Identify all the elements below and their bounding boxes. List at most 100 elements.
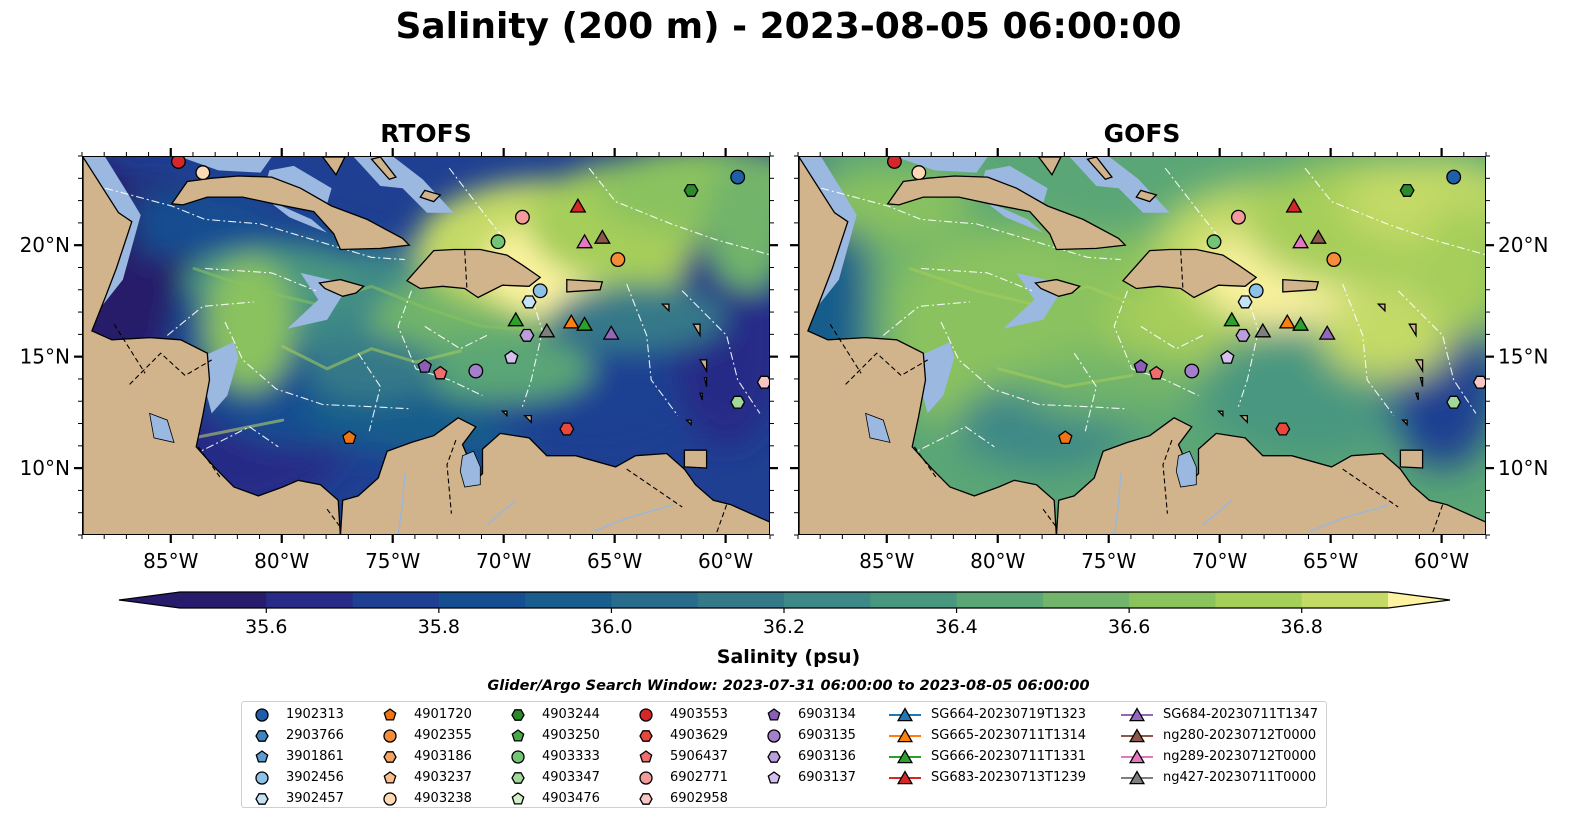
marker-3902457 (1237, 295, 1253, 309)
land (523, 414, 532, 424)
river (486, 499, 517, 526)
legend-symbol (511, 750, 525, 764)
lon-tick-label: 70°W (1192, 549, 1247, 573)
country-border (1162, 439, 1173, 514)
legend-label: 6903136 (798, 749, 856, 764)
legend-symbol (511, 709, 525, 721)
shelf (265, 165, 332, 204)
colorbar-bin (1129, 592, 1217, 608)
lon-tick-label: 80°W (970, 549, 1025, 573)
eez-boundary (1342, 283, 1395, 416)
legend-marker (383, 771, 397, 784)
land (1415, 392, 1419, 401)
land (419, 189, 442, 203)
lake (149, 412, 175, 443)
country-border (715, 504, 728, 534)
colorbar-extend-low (119, 592, 180, 608)
legend-label: 6902771 (670, 770, 728, 785)
lon-tick-label: 85°W (143, 549, 198, 573)
lon-tick-label: 75°W (1081, 549, 1136, 573)
legend-symbol (896, 749, 914, 764)
legend-label: 4903238 (414, 791, 472, 806)
land (1376, 303, 1386, 313)
land (799, 157, 1057, 534)
legend-title: Glider/Argo Search Window: 2023-07-31 06… (487, 678, 1090, 694)
marker-4902355 (1326, 252, 1342, 268)
marker-SG684-20230711T1347 (602, 325, 620, 340)
shelf (896, 157, 988, 173)
river (1309, 504, 1390, 533)
colorbar-bin (352, 592, 440, 608)
land (1121, 248, 1258, 299)
main-title: Salinity (200 m) - 2023-08-05 06:00:00 (395, 6, 1182, 47)
rtofs-map[interactable] (82, 156, 770, 535)
legend-symbol (639, 708, 653, 722)
legend-symbol (767, 708, 781, 721)
lat-tick-label-left: 10°N (20, 456, 70, 480)
marker-SG666-20230711T1331 (1292, 316, 1310, 331)
country-border (113, 323, 146, 374)
legend-label: 2903766 (286, 728, 344, 743)
river (1113, 473, 1122, 534)
eez-boundary (1164, 167, 1222, 240)
marker-6902771 (514, 209, 530, 225)
land (500, 410, 508, 418)
legend-label: 4903186 (414, 749, 472, 764)
legend-marker (639, 730, 653, 742)
legend-symbol (1128, 728, 1146, 743)
gofs-map[interactable] (798, 156, 1486, 535)
legend-label: 4903333 (542, 749, 600, 764)
legend-marker (639, 750, 653, 763)
legend-label: 6903135 (798, 728, 856, 743)
colorbar-tick-label: 36.6 (1108, 616, 1150, 638)
legend-marker (767, 708, 781, 721)
country-border (1431, 504, 1444, 534)
marker-ng280-20230712T0000 (1309, 229, 1327, 244)
lon-tick-label: 60°W (698, 549, 753, 573)
land (339, 417, 769, 534)
land (1086, 157, 1113, 181)
legend-symbol (511, 772, 525, 784)
legend-marker (383, 792, 397, 806)
lat-tick-label-right: 15°N (1498, 345, 1548, 369)
shelf (180, 157, 272, 173)
legend-symbol (639, 730, 653, 742)
legend-symbol (383, 792, 397, 806)
legend-symbol (896, 728, 914, 743)
legend-label: 4901720 (414, 707, 472, 722)
legend-marker (511, 772, 525, 784)
marker-1902313 (1446, 169, 1462, 185)
lon-tick-label: 65°W (1303, 549, 1358, 573)
legend-symbol (383, 708, 397, 721)
country-border (1342, 468, 1399, 508)
rtofs-title: RTOFS (380, 119, 472, 148)
marker-4903333 (1206, 234, 1222, 250)
eez-boundary (448, 167, 506, 240)
colorbar-bin (697, 592, 785, 608)
legend-marker (1121, 728, 1153, 743)
land (1401, 419, 1408, 427)
country-border (913, 446, 938, 479)
legend-label: ng280-20230712T0000 (1163, 728, 1317, 743)
land (1135, 189, 1158, 203)
lon-tick-label: 70°W (476, 549, 531, 573)
legend-symbol (511, 729, 525, 742)
colorbar-tick-label: 36.2 (763, 616, 805, 638)
marker-SG666-20230711T1331 (576, 316, 594, 331)
eez-boundary (1073, 352, 1097, 432)
legend-label: SG683-20230713T1239 (931, 770, 1087, 785)
country-border (446, 439, 457, 514)
eez-boundary (588, 167, 769, 256)
marker-3902456 (532, 283, 548, 299)
legend-marker (639, 708, 653, 722)
colorbar-bin (1215, 592, 1303, 608)
lat-tick-label-left: 15°N (20, 345, 70, 369)
legend-label: ng427-20230711T0000 (1163, 770, 1317, 785)
marker-4903553 (170, 157, 186, 169)
eez-boundary (1397, 290, 1477, 414)
marker-4903238 (195, 165, 211, 181)
marker-SG683-20230713T1239 (569, 197, 587, 213)
legend-label: SG664-20230719T1323 (931, 707, 1087, 722)
lon-tick-label: 65°W (587, 549, 642, 573)
marker-4903347 (1446, 395, 1462, 409)
